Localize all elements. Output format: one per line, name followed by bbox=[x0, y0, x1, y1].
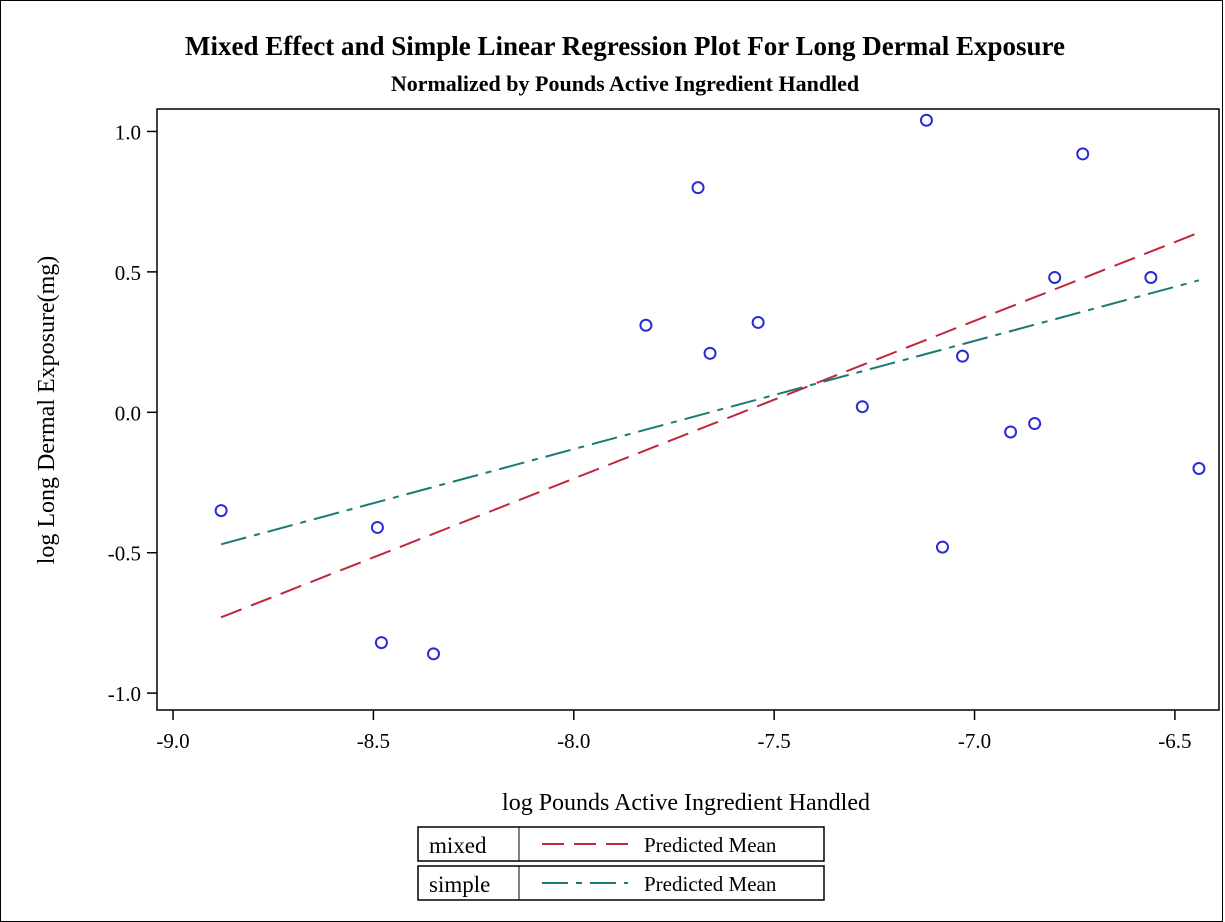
x-tick-label: -8.5 bbox=[357, 729, 390, 753]
x-axis: -9.0 -8.5 -8.0 -7.5 -7.0 -6.5 bbox=[156, 710, 1192, 753]
x-axis-label: log Pounds Active Ingredient Handled bbox=[502, 790, 870, 816]
data-point bbox=[214, 504, 228, 518]
data-point bbox=[374, 636, 388, 650]
chart-subtitle: Normalized by Pounds Active Ingredient H… bbox=[391, 71, 859, 96]
y-tick-label: 1.0 bbox=[115, 120, 141, 144]
data-point bbox=[919, 113, 933, 127]
y-tick-label: -1.0 bbox=[108, 682, 141, 706]
legend-mixed-group: mixed bbox=[429, 833, 487, 858]
data-point bbox=[427, 647, 441, 661]
data-point bbox=[1192, 461, 1206, 475]
y-tick-label: 0.5 bbox=[115, 261, 141, 285]
legend-row-mixed: mixed Predicted Mean bbox=[417, 826, 825, 862]
data-point bbox=[703, 346, 717, 360]
fit-line-mixed bbox=[220, 231, 1200, 619]
data-point bbox=[639, 318, 653, 332]
data-point bbox=[751, 315, 765, 329]
legend-simple-box bbox=[417, 865, 825, 901]
data-point bbox=[855, 400, 869, 414]
data-point bbox=[1144, 271, 1158, 285]
data-point bbox=[1048, 271, 1062, 285]
data-point bbox=[1028, 417, 1042, 431]
fit-lines bbox=[220, 231, 1200, 619]
data-point bbox=[1076, 147, 1090, 161]
x-tick-label: -7.0 bbox=[958, 729, 991, 753]
legend: mixed Predicted Mean simple Predicted Me… bbox=[417, 826, 825, 901]
x-tick-label: -9.0 bbox=[156, 729, 189, 753]
x-tick-label: -8.0 bbox=[557, 729, 590, 753]
data-point bbox=[370, 520, 384, 534]
y-tick-label: 0.0 bbox=[115, 401, 141, 425]
x-tick-label: -6.5 bbox=[1158, 729, 1191, 753]
fit-line-simple bbox=[220, 279, 1200, 546]
legend-simple-group: simple bbox=[429, 872, 490, 897]
x-tick-label: -7.5 bbox=[758, 729, 791, 753]
data-point bbox=[691, 181, 705, 195]
data-points bbox=[214, 113, 1206, 661]
chart-title: Mixed Effect and Simple Linear Regressio… bbox=[185, 31, 1065, 61]
y-axis: -1.0 -0.5 0.0 0.5 1.0 bbox=[108, 120, 157, 706]
y-tick-label: -0.5 bbox=[108, 542, 141, 566]
legend-mixed-label: Predicted Mean bbox=[644, 833, 777, 857]
plot-area bbox=[156, 108, 1220, 711]
data-point bbox=[1004, 425, 1018, 439]
data-point bbox=[935, 540, 949, 554]
data-point bbox=[956, 349, 970, 363]
y-axis-label: log Long Dermal Exposure(mg) bbox=[34, 256, 60, 565]
legend-row-simple: simple Predicted Mean bbox=[417, 865, 825, 901]
legend-simple-label: Predicted Mean bbox=[644, 872, 777, 896]
